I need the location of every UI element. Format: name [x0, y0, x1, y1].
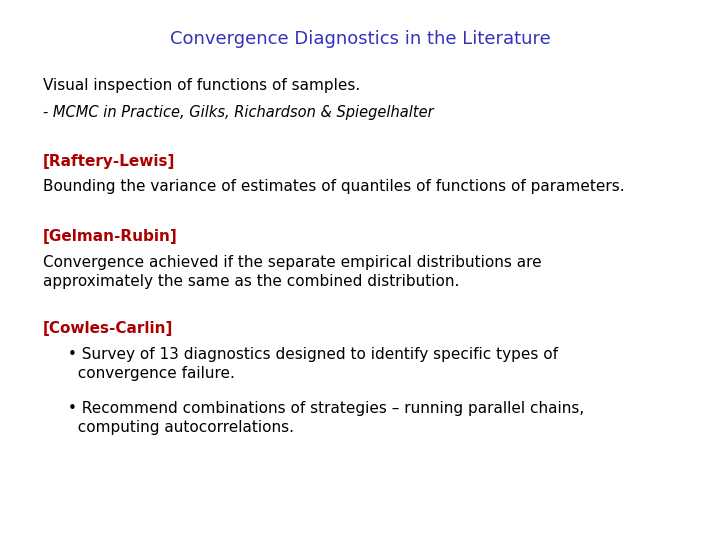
Text: [Cowles-Carlin]: [Cowles-Carlin]	[43, 321, 174, 336]
Text: Bounding the variance of estimates of quantiles of functions of parameters.: Bounding the variance of estimates of qu…	[43, 179, 625, 194]
Text: • Recommend combinations of strategies – running parallel chains,
  computing au: • Recommend combinations of strategies –…	[68, 401, 585, 435]
Text: Convergence Diagnostics in the Literature: Convergence Diagnostics in the Literatur…	[170, 30, 550, 48]
Text: Visual inspection of functions of samples.: Visual inspection of functions of sample…	[43, 78, 361, 93]
Text: [Raftery-Lewis]: [Raftery-Lewis]	[43, 154, 176, 169]
Text: - MCMC in Practice, Gilks, Richardson & Spiegelhalter: - MCMC in Practice, Gilks, Richardson & …	[43, 105, 434, 120]
Text: • Survey of 13 diagnostics designed to identify specific types of
  convergence : • Survey of 13 diagnostics designed to i…	[68, 347, 559, 381]
Text: [Gelman-Rubin]: [Gelman-Rubin]	[43, 230, 178, 245]
Text: Convergence achieved if the separate empirical distributions are
approximately t: Convergence achieved if the separate emp…	[43, 255, 542, 289]
